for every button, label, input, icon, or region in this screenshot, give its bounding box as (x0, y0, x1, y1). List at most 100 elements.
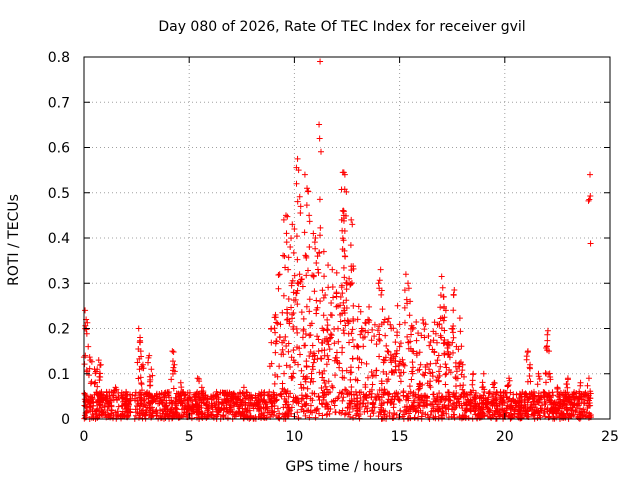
data-point (298, 392, 305, 399)
data-point (442, 405, 449, 412)
data-point (443, 370, 450, 377)
data-point (407, 388, 414, 395)
data-point (349, 326, 356, 333)
data-point (447, 369, 454, 376)
data-point (420, 399, 427, 406)
data-point (300, 327, 307, 334)
data-point (331, 402, 338, 409)
data-point (82, 307, 89, 314)
data-point (335, 338, 342, 345)
data-point (162, 408, 169, 415)
data-point (409, 364, 416, 371)
data-point (198, 399, 205, 406)
data-point (444, 344, 451, 351)
data-point (536, 396, 543, 403)
data-point (433, 377, 440, 384)
data-point (304, 385, 311, 392)
data-point (434, 357, 441, 364)
data-point (261, 398, 268, 405)
data-point (348, 280, 355, 287)
data-point (305, 188, 312, 195)
data-point (188, 415, 195, 422)
data-point (316, 121, 323, 128)
data-point (325, 341, 332, 348)
data-point (381, 316, 388, 323)
data-point (442, 307, 449, 314)
data-point (300, 395, 307, 402)
data-point (301, 229, 308, 236)
data-point (369, 400, 376, 407)
data-point (294, 287, 301, 294)
data-point (178, 384, 185, 391)
data-point (296, 271, 303, 278)
data-point (500, 411, 507, 418)
data-point (307, 402, 314, 409)
data-point (437, 363, 444, 370)
data-point (180, 405, 187, 412)
data-point (292, 359, 299, 366)
data-point (285, 266, 292, 273)
data-point (332, 409, 339, 416)
data-point (320, 294, 327, 301)
data-point (546, 408, 553, 415)
data-point (405, 280, 412, 287)
data-point (451, 411, 458, 418)
data-point (232, 411, 239, 418)
y-tick-label: 0.2 (48, 322, 70, 338)
data-point (433, 339, 440, 346)
data-point (432, 398, 439, 405)
data-point (407, 325, 414, 332)
data-point (83, 404, 90, 411)
data-point (401, 362, 408, 369)
data-point (401, 319, 408, 326)
data-point (298, 276, 305, 283)
data-point (479, 410, 486, 417)
data-point (248, 391, 255, 398)
data-point (125, 412, 132, 419)
data-point (578, 391, 585, 398)
data-point (459, 361, 466, 368)
data-point (360, 334, 367, 341)
data-point (346, 339, 353, 346)
data-point (311, 390, 318, 397)
data-point (443, 364, 450, 371)
data-point (434, 393, 441, 400)
data-point (512, 399, 519, 406)
data-point (277, 321, 284, 328)
data-point (244, 404, 251, 411)
data-point (355, 413, 362, 420)
data-point (388, 396, 395, 403)
data-point (368, 390, 375, 397)
data-point (341, 247, 348, 254)
data-point (137, 348, 144, 355)
data-point (198, 411, 205, 418)
data-point (146, 411, 153, 418)
data-point (442, 361, 449, 368)
data-point (324, 322, 331, 329)
data-point (316, 250, 323, 257)
chart-title: Day 080 of 2026, Rate Of TEC Index for r… (158, 19, 525, 35)
data-point (317, 355, 324, 362)
data-point (137, 402, 144, 409)
data-point (579, 396, 586, 403)
data-point (415, 415, 422, 422)
data-point (303, 373, 310, 380)
data-point (149, 393, 156, 400)
data-point (472, 407, 479, 414)
data-point (347, 376, 354, 383)
data-point (491, 384, 498, 391)
data-point (417, 407, 424, 414)
data-point (407, 298, 414, 305)
data-point (438, 412, 445, 419)
data-point (263, 414, 270, 421)
data-point (240, 415, 247, 422)
data-point (507, 389, 514, 396)
data-point (167, 406, 174, 413)
data-point (353, 392, 360, 399)
data-point (587, 240, 594, 247)
data-point (456, 402, 463, 409)
data-point (505, 382, 512, 389)
data-point (332, 397, 339, 404)
data-point (138, 387, 145, 394)
data-point (316, 410, 323, 417)
